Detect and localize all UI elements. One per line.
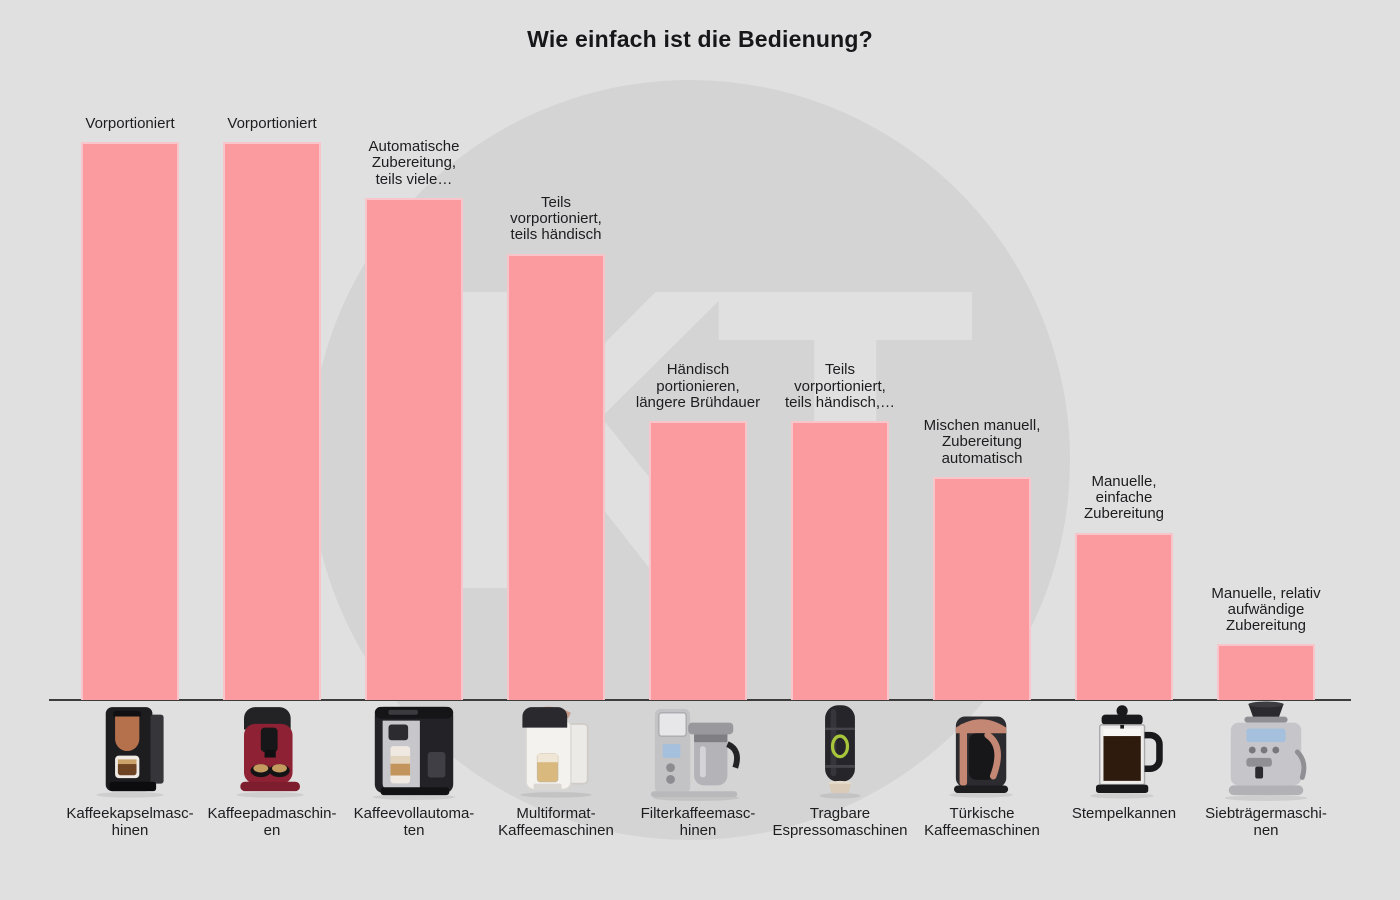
bar-value-label: Vorportioniert bbox=[85, 114, 175, 132]
column-tuerkische-kaffeemaschinen: Mischen manuell, Zubereitung automatisch… bbox=[872, 0, 1092, 900]
bar-value-label: Mischen manuell, Zubereitung automatisch bbox=[923, 417, 1041, 467]
bar-multiformat-kaffeemaschinen[interactable] bbox=[507, 253, 605, 700]
filterkaffeemaschine-image bbox=[639, 701, 757, 806]
column-kaffeepadmaschinen: Vorportioniert Kaffeepadmaschin- en bbox=[162, 0, 382, 900]
kaffeevollautomat-image bbox=[355, 701, 473, 806]
bar-value-label: Teils vorportioniert, teils händisch bbox=[510, 194, 602, 244]
kaffeepadmaschine-image bbox=[216, 701, 328, 806]
column-tragbare-espressomaschinen: Teils vorportioniert, teils händisch,… T… bbox=[730, 0, 950, 900]
column-multiformat-kaffeemaschinen: Teils vorportioniert, teils händisch Mul… bbox=[446, 0, 666, 900]
column-kaffeekapselmaschinen: Vorportioniert Kaffeekapselmasc- hinen bbox=[20, 0, 240, 900]
x-axis-label-tuerkische-kaffeemaschinen: Türkische Kaffeemaschinen bbox=[924, 805, 1040, 839]
x-axis-label-filterkaffeemaschinen: Filterkaffeemasc- hinen bbox=[640, 805, 756, 839]
bar-value-label: Manuelle, relativ aufwändige Zubereitung bbox=[1211, 584, 1321, 635]
tragbare-espressomaschine-image bbox=[784, 701, 896, 806]
chart-title: Wie einfach ist die Bedienung? bbox=[527, 26, 873, 52]
bar-value-label: Händisch portionieren, längere Brühdauer bbox=[635, 361, 761, 411]
bar-value-label: Vorportioniert bbox=[227, 114, 317, 132]
bar-stempelkannen[interactable] bbox=[1075, 532, 1173, 700]
bar-kaffeepadmaschinen[interactable] bbox=[223, 142, 321, 700]
kaffeekapselmaschine-image bbox=[74, 701, 186, 806]
bar-value-label: Automatische Zubereitung, teils viele… bbox=[368, 138, 460, 188]
column-filterkaffeemaschinen: Händisch portionieren, längere Brühdauer… bbox=[588, 0, 808, 900]
tuerkische-kaffeemaschine-image bbox=[926, 701, 1038, 806]
bar-kaffeevollautomaten[interactable] bbox=[365, 197, 463, 700]
x-axis-label-multiformat-kaffeemaschinen: Multiformat- Kaffeemaschinen bbox=[498, 805, 614, 839]
x-axis-label-kaffeepadmaschinen: Kaffeepadmaschin- en bbox=[207, 805, 337, 839]
bar-filterkaffeemaschinen[interactable] bbox=[649, 421, 747, 700]
bar-value-label: Teils vorportioniert, teils händisch,… bbox=[784, 361, 896, 411]
x-axis-label-kaffeevollautomaten: Kaffeevollautoma- ten bbox=[353, 805, 475, 839]
bar-kaffeekapselmaschinen[interactable] bbox=[81, 142, 179, 700]
x-axis-line bbox=[49, 699, 1351, 701]
x-axis-label-stempelkannen: Stempelkannen bbox=[1071, 805, 1177, 822]
column-kaffeevollautomaten: Automatische Zubereitung, teils viele… K… bbox=[304, 0, 524, 900]
bar-tragbare-espressomaschinen[interactable] bbox=[791, 421, 889, 700]
multiformat-kaffeemaschine-image bbox=[500, 701, 612, 806]
column-stempelkannen: Manuelle, einfache Zubereitung Stempelka… bbox=[1014, 0, 1234, 900]
bar-siebtraegermaschinen[interactable] bbox=[1217, 644, 1315, 700]
column-siebtraegermaschinen: Manuelle, relativ aufwändige Zubereitung… bbox=[1156, 0, 1376, 900]
x-axis-label-tragbare-espressomaschinen: Tragbare Espressomaschinen bbox=[772, 805, 908, 839]
siebtraegermaschine-image bbox=[1207, 701, 1325, 806]
bar-tuerkische-kaffeemaschinen[interactable] bbox=[933, 476, 1031, 700]
x-axis-label-siebtraegermaschinen: Siebträgermaschi- nen bbox=[1205, 805, 1327, 839]
bar-value-label: Manuelle, einfache Zubereitung bbox=[1083, 473, 1165, 523]
stempelkanne-image bbox=[1068, 701, 1180, 806]
x-axis-label-kaffeekapselmaschinen: Kaffeekapselmasc- hinen bbox=[66, 805, 194, 839]
